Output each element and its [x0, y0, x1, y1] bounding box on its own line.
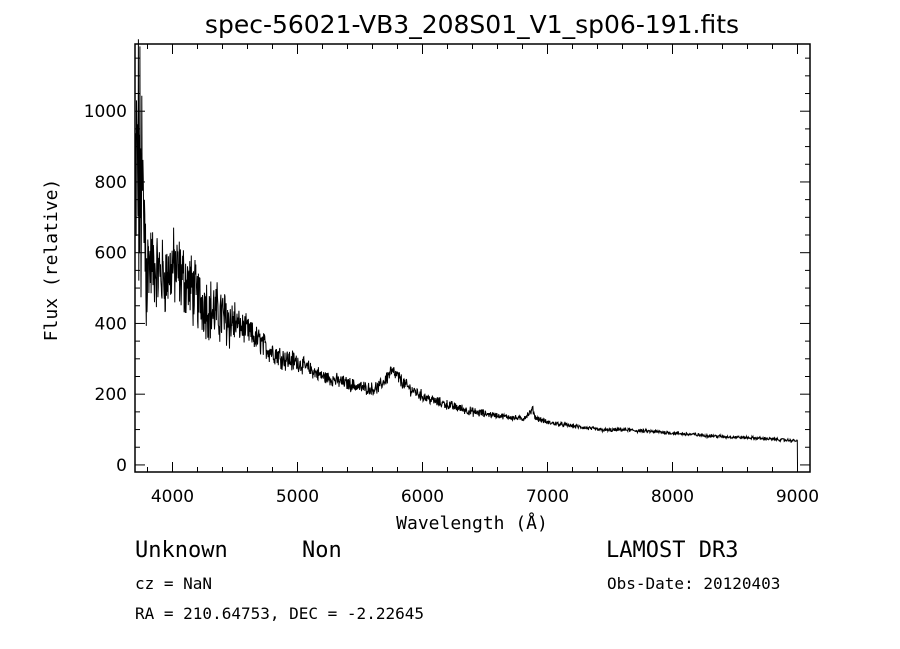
survey-name: LAMOST DR3 [606, 538, 739, 563]
y-tick-label: 1000 [84, 102, 127, 122]
y-tick-label: 600 [95, 244, 127, 264]
redshift-cz: cz = NaN [135, 574, 213, 593]
x-tick-label: 6000 [401, 487, 444, 507]
x-tick-label: 9000 [776, 487, 819, 507]
y-tick-label: 0 [116, 456, 127, 476]
x-tick-label: 4000 [151, 487, 194, 507]
y-tick-label: 400 [95, 314, 127, 334]
y-tick-label: 200 [95, 385, 127, 405]
x-axis-label: Wavelength (Å) [396, 512, 548, 534]
y-axis-label: Flux (relative) [41, 179, 62, 342]
series-line-flux [134, 39, 798, 465]
x-tick-label: 7000 [526, 487, 569, 507]
chart-title: spec-56021-VB3_208S01_V1_sp06-191.fits [205, 10, 739, 39]
coordinates: RA = 210.64753, DEC = -2.22645 [135, 604, 424, 623]
y-tick-label: 800 [95, 173, 127, 193]
x-tick-label: 8000 [651, 487, 694, 507]
obs-date: Obs-Date: 20120403 [607, 574, 781, 593]
x-tick-label: 5000 [276, 487, 319, 507]
y-axis: 0 200 400 600 800 1000 [84, 57, 810, 476]
object-class: Non [302, 538, 342, 563]
object-type: Unknown [135, 538, 228, 563]
x-axis: 4000 5000 6000 7000 8000 9000 [147, 44, 819, 507]
